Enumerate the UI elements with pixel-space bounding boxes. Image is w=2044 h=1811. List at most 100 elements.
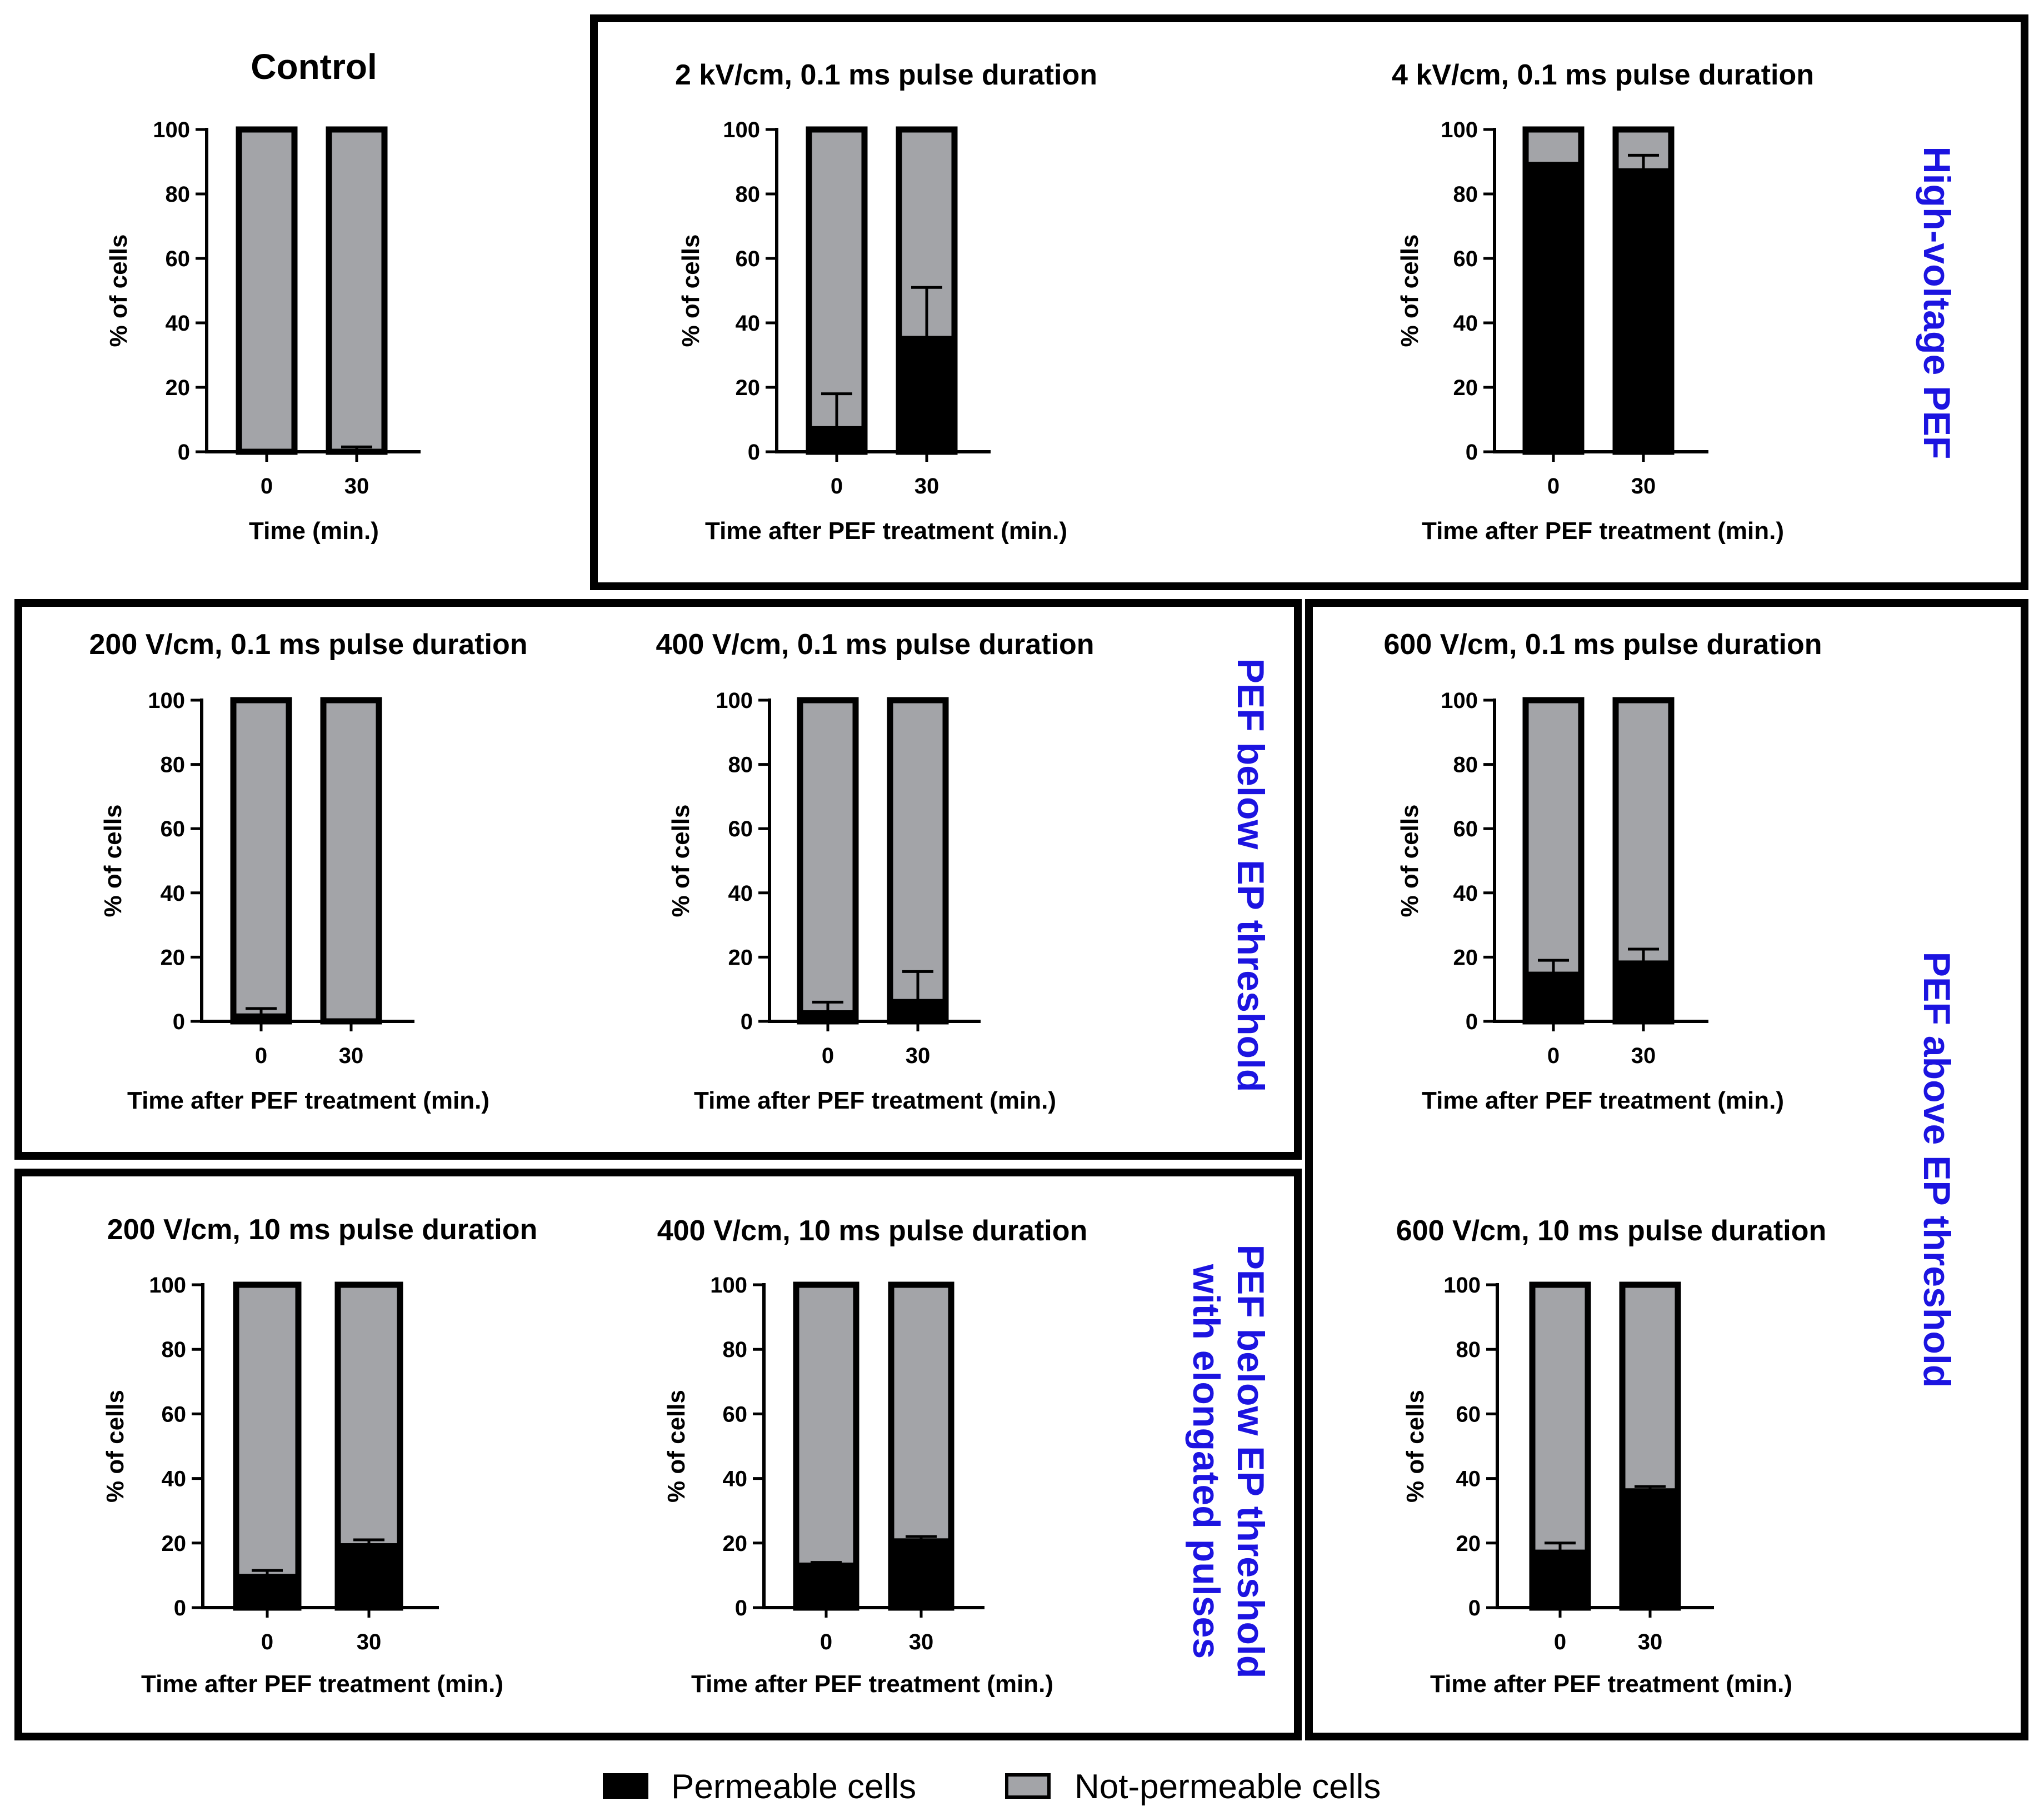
x-tick-label-30: 30 (906, 1044, 931, 1068)
bar-not-permeable-0 (793, 1281, 859, 1569)
bar-permeable-30 (896, 336, 958, 455)
bar-permeable-30 (1612, 960, 1675, 1025)
bar-not-permeable-0 (233, 1281, 302, 1580)
x-tick-label-30: 30 (914, 474, 939, 498)
x-axis-label: Time (min.) (249, 517, 379, 545)
y-tick-label-0: 0 (1468, 1596, 1481, 1620)
y-axis-label: % of cells (677, 235, 704, 347)
chart-title: 200 V/cm, 0.1 ms pulse duration (89, 628, 528, 661)
bar-permeable-0 (1529, 1549, 1591, 1611)
y-tick-label-80: 80 (1453, 753, 1478, 777)
y-tick-label-40: 40 (728, 881, 753, 906)
y-tick-label-100: 100 (148, 689, 185, 713)
legend-label-not-permeable: Not-permeable cells (1075, 1768, 1381, 1806)
y-tick-label-20: 20 (162, 1531, 187, 1556)
x-axis-label: Time after PEF treatment (min.) (1422, 517, 1784, 545)
y-tick-label-20: 20 (736, 376, 761, 400)
above-threshold-frame (1305, 599, 2028, 1740)
y-tick-label-100: 100 (1443, 1273, 1481, 1298)
bar-not-permeable-0 (1522, 697, 1585, 978)
y-tick-label-40: 40 (723, 1467, 748, 1491)
chart-panels: Control % of cells 0 30 0 20 40 60 80 100 Time (mi… (89, 47, 1827, 1698)
chart-title: 400 V/cm, 0.1 ms pulse duration (656, 628, 1095, 661)
bar-not-permeable-0 (236, 126, 298, 455)
group-label-elongated-line1: PEF below EP threshold (1230, 1245, 1272, 1679)
chart-title: Control (251, 47, 377, 87)
x-tick-label-30: 30 (1638, 1630, 1663, 1654)
y-tick-label-100: 100 (710, 1273, 747, 1298)
y-tick-label-100: 100 (723, 118, 760, 142)
chart-title: 600 V/cm, 0.1 ms pulse duration (1384, 628, 1822, 661)
chart-panel-2: 2 kV/cm, 0.1 ms pulse duration % of cells… (675, 59, 1097, 545)
legend-label-permeable: Permeable cells (671, 1768, 916, 1806)
y-tick-label-20: 20 (1453, 945, 1478, 970)
bar-not-permeable-30 (887, 697, 949, 1005)
y-tick-label-40: 40 (1453, 311, 1478, 336)
x-axis-label: Time after PEF treatment (min.) (1422, 1087, 1784, 1114)
chart-panel-9: 600 V/cm, 10 ms pulse duration % of cells… (1396, 1215, 1827, 1698)
y-tick-label-0: 0 (173, 1010, 185, 1034)
y-axis-label: % of cells (105, 235, 132, 347)
y-tick-label-80: 80 (161, 753, 186, 777)
y-tick-label-100: 100 (1441, 689, 1478, 713)
x-tick-label-0: 0 (1554, 1630, 1566, 1654)
x-tick-label-0: 0 (261, 474, 273, 498)
bar-not-permeable-0 (806, 126, 868, 432)
high-voltage-frame (590, 14, 2028, 590)
y-tick-label-80: 80 (736, 182, 761, 207)
bar-permeable-0 (233, 1574, 302, 1611)
bar-permeable-30 (1619, 1488, 1681, 1611)
legend-swatch-permeable (603, 1773, 648, 1799)
y-tick-label-40: 40 (161, 881, 186, 906)
y-axis-label: % of cells (663, 1390, 690, 1503)
x-tick-label-30: 30 (1631, 1044, 1656, 1068)
x-axis-label: Time after PEF treatment (min.) (705, 517, 1067, 545)
y-tick-label-0: 0 (741, 1010, 753, 1034)
x-tick-label-30: 30 (339, 1044, 364, 1068)
chart-title: 4 kV/cm, 0.1 ms pulse duration (1392, 59, 1814, 91)
y-tick-label-40: 40 (736, 311, 761, 336)
y-tick-label-40: 40 (162, 1467, 187, 1491)
y-axis-label: % of cells (1402, 1390, 1429, 1503)
group-label-high-voltage: High-voltage PEF (1916, 147, 1958, 460)
bar-permeable-0 (806, 426, 868, 455)
bar-permeable-30 (1612, 168, 1675, 455)
y-tick-label-0: 0 (748, 440, 760, 465)
bar-not-permeable-0 (1522, 126, 1585, 168)
below-threshold-frame (14, 599, 1302, 1160)
bar-not-permeable-0 (1529, 1281, 1591, 1556)
y-tick-label-20: 20 (1456, 1531, 1481, 1556)
bar-permeable-30 (887, 999, 949, 1025)
y-axis-label: % of cells (99, 805, 127, 917)
y-tick-label-60: 60 (728, 817, 753, 841)
bar-permeable-30 (334, 1543, 403, 1611)
x-tick-label-30: 30 (357, 1630, 382, 1654)
chart-panel-3: 4 kV/cm, 0.1 ms pulse duration % of cells… (1392, 59, 1814, 545)
y-tick-label-60: 60 (1453, 247, 1478, 271)
y-tick-label-40: 40 (1453, 881, 1478, 906)
bar-permeable-30 (888, 1538, 954, 1611)
chart-panel-6: 600 V/cm, 0.1 ms pulse duration % of cell… (1384, 628, 1822, 1114)
chart-panel-8: 400 V/cm, 10 ms pulse duration % of cells… (657, 1215, 1088, 1698)
group-label-above-threshold: PEF above EP threshold (1916, 952, 1958, 1388)
y-tick-label-100: 100 (716, 689, 753, 713)
y-tick-label-100: 100 (153, 118, 190, 142)
y-tick-label-80: 80 (162, 1338, 187, 1362)
y-tick-label-100: 100 (1441, 118, 1478, 142)
chart-title: 600 V/cm, 10 ms pulse duration (1396, 1215, 1827, 1247)
chart-panel-1: Control % of cells 0 30 0 20 40 60 80 100 Time (mi… (105, 47, 421, 545)
bar-not-permeable-30 (326, 126, 388, 455)
chart-panel-7: 200 V/cm, 10 ms pulse duration % of cells… (102, 1214, 537, 1698)
y-tick-label-80: 80 (1453, 182, 1478, 207)
chart-title: 400 V/cm, 10 ms pulse duration (657, 1215, 1088, 1247)
y-tick-label-0: 0 (1466, 440, 1478, 465)
x-tick-label-0: 0 (1547, 474, 1560, 498)
y-tick-label-20: 20 (1453, 376, 1478, 400)
y-tick-label-0: 0 (735, 1596, 747, 1620)
elongated-frame (14, 1169, 1302, 1740)
y-tick-label-20: 20 (166, 376, 191, 400)
y-tick-label-20: 20 (723, 1531, 748, 1556)
bar-not-permeable-0 (797, 697, 859, 1017)
y-tick-label-0: 0 (174, 1596, 186, 1620)
